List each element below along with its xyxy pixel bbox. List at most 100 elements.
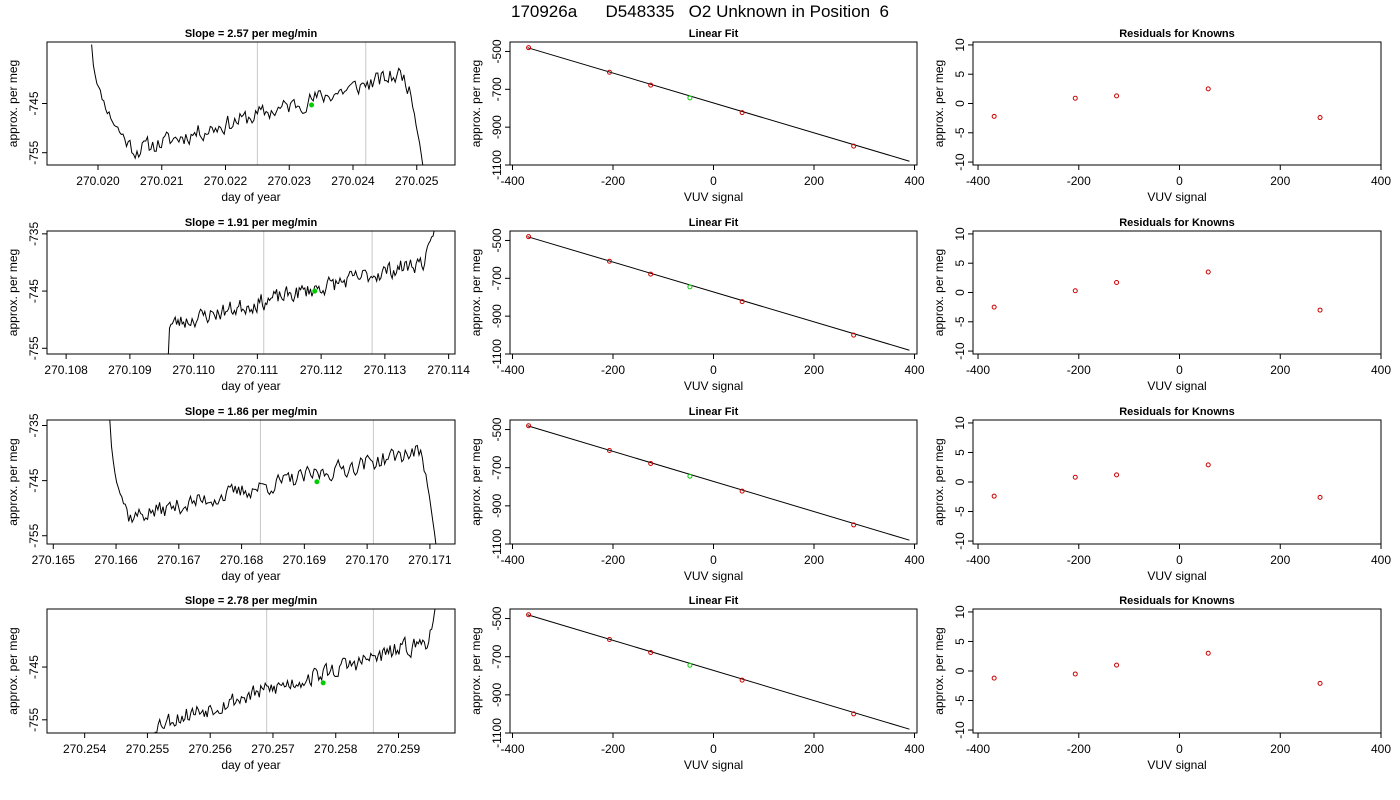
residual-point — [1114, 472, 1120, 478]
y-tick-label: -700 — [490, 455, 504, 479]
plot-frame — [972, 419, 1382, 545]
panel-fit-row-2: Linear Fit -400 -200 0 200 400 -500 -700 -900 -11… — [469, 217, 925, 393]
known-point — [606, 448, 612, 454]
x-tick-label: -400 — [966, 363, 990, 377]
x-tick-label: 270.165 — [32, 553, 76, 567]
y-axis-label: approx. per meg — [469, 438, 483, 525]
y-axis-label: approx. per meg — [932, 249, 946, 336]
signal-trace — [167, 231, 435, 354]
y-tick-label: -700 — [490, 644, 504, 668]
y-tick-label: -700 — [490, 266, 504, 290]
plot-area — [991, 462, 1323, 500]
x-axis-label: day of year — [221, 190, 280, 204]
plot-frame — [46, 230, 456, 355]
y-axis-label: approx. per meg — [6, 438, 20, 525]
x-tick-label: 400 — [1371, 742, 1391, 756]
x-tick-label: 270.108 — [44, 363, 88, 377]
x-tick-label: 0 — [1176, 363, 1183, 377]
y-tick-label: -500 — [490, 228, 504, 252]
y-tick-label: -745 — [27, 91, 41, 115]
panel-title: Linear Fit — [689, 406, 739, 418]
x-tick-label: -400 — [966, 174, 990, 188]
panel-title: Residuals for Knowns — [1119, 217, 1235, 229]
y-tick-label: 5 — [953, 260, 967, 267]
plot-frame — [46, 41, 456, 166]
y-tick-label: -5 — [953, 127, 967, 138]
fit-line — [527, 425, 910, 541]
y-tick-label: -700 — [490, 77, 504, 101]
x-tick-label: -200 — [1067, 174, 1091, 188]
y-tick-label: -745 — [27, 655, 41, 679]
y-tick-label: 5 — [953, 638, 967, 645]
y-tick-label: -10 — [953, 532, 967, 550]
residual-point — [1072, 671, 1078, 677]
y-axis-label: approx. per meg — [6, 60, 20, 147]
x-tick-label: -200 — [601, 553, 625, 567]
y-tick-label: 10 — [953, 605, 967, 619]
residual-point — [1205, 86, 1211, 92]
panel-title: Linear Fit — [689, 595, 739, 607]
panel-trace-row-2: Slope = 1.91 per meg/min 270.108 270.109 27… — [6, 217, 470, 393]
known-point — [606, 258, 612, 264]
plot-frame — [972, 230, 1382, 355]
fit-line — [527, 47, 910, 162]
y-tick-label: 5 — [953, 71, 967, 78]
x-tick-label: -200 — [1067, 553, 1091, 567]
unknown-point — [687, 473, 693, 479]
x-tick-label: 0 — [710, 363, 717, 377]
x-tick-label: 0 — [710, 174, 717, 188]
residual-point — [1205, 462, 1211, 468]
x-tick-label: 200 — [1270, 363, 1290, 377]
fit-line — [527, 614, 910, 730]
x-axis-label: VUV signal — [684, 379, 743, 393]
y-tick-label: -500 — [490, 39, 504, 63]
x-tick-label: -200 — [601, 363, 625, 377]
panel-residuals-row-3: Residuals for Knowns -400 -200 0 200 400 10 5 0 -… — [932, 406, 1391, 583]
panel-title: Slope = 2.78 per meg/min — [185, 595, 318, 607]
x-tick-label: 270.254 — [63, 742, 107, 756]
y-tick-label: -5 — [953, 316, 967, 327]
unknown-point — [687, 95, 693, 101]
known-point — [648, 649, 654, 655]
y-tick-label: -1100 — [490, 339, 504, 369]
x-tick-label: 270.110 — [172, 363, 215, 377]
y-tick-label: -1100 — [490, 718, 504, 748]
known-point — [851, 143, 857, 149]
panel-title: Slope = 2.57 per meg/min — [185, 28, 318, 40]
x-tick-label: 270.255 — [126, 742, 170, 756]
residual-point — [991, 304, 997, 310]
plot-frame — [509, 230, 918, 355]
panel-title: Residuals for Knowns — [1119, 28, 1235, 40]
y-tick-label: -735 — [27, 413, 41, 437]
x-tick-label: 400 — [904, 363, 924, 377]
panel-fit-row-3: Linear Fit -400 -200 0 200 400 -500 -700 -900 -11… — [469, 406, 925, 583]
known-point — [739, 677, 745, 683]
x-tick-label: 200 — [804, 553, 824, 567]
x-axis-label: VUV signal — [1147, 758, 1206, 772]
known-point — [526, 234, 532, 240]
x-tick-label: 400 — [1371, 174, 1391, 188]
x-axis-label: day of year — [221, 758, 280, 772]
x-tick-label: 0 — [1176, 174, 1183, 188]
plot-frame — [46, 608, 456, 734]
y-tick-label: -755 — [27, 336, 41, 360]
x-tick-label: 200 — [804, 363, 824, 377]
y-axis-label: approx. per meg — [932, 627, 946, 714]
unknown-point — [687, 662, 693, 668]
y-axis-label: approx. per meg — [469, 627, 483, 714]
residual-point — [1317, 494, 1323, 500]
unknown-point — [314, 479, 320, 485]
x-tick-label: 270.022 — [204, 174, 248, 188]
x-tick-label: 0 — [1176, 742, 1183, 756]
y-tick-label: -10 — [953, 342, 967, 360]
known-point — [648, 82, 654, 88]
panel-title: Residuals for Knowns — [1119, 406, 1235, 418]
y-tick-label: -5 — [953, 506, 967, 517]
x-tick-label: 270.170 — [345, 553, 389, 567]
x-tick-label: -400 — [500, 174, 524, 188]
x-tick-label: 270.113 — [364, 363, 407, 377]
fit-line — [527, 236, 910, 351]
plot-area — [991, 269, 1323, 313]
y-tick-label: -900 — [490, 494, 504, 518]
x-tick-label: -200 — [1067, 363, 1091, 377]
